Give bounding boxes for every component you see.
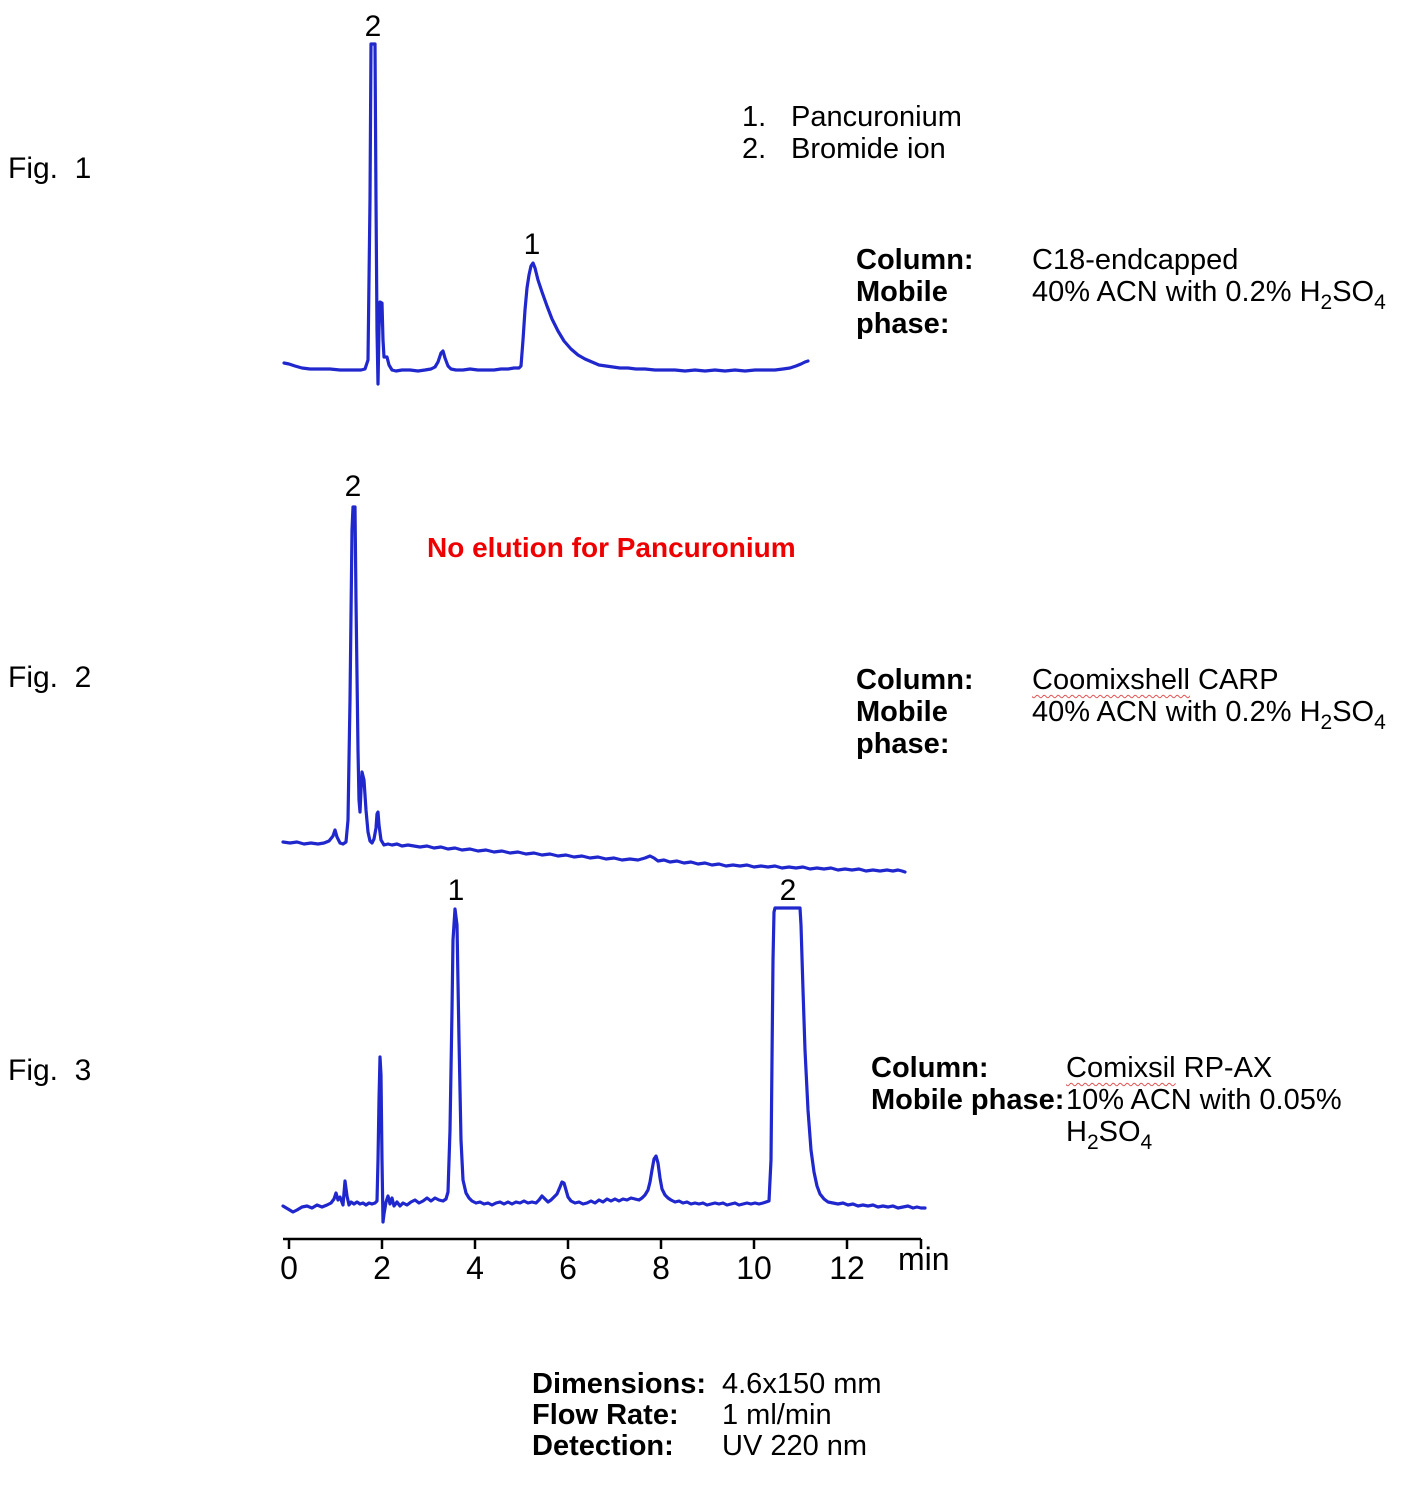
mobile-phase-label: Mobile phase: <box>871 1084 1065 1116</box>
peak-label-fig1-2: 2 <box>364 10 382 43</box>
column-label: Column: <box>856 244 974 276</box>
axis-tick-label-6: 6 <box>559 1250 577 1286</box>
conditions-fig-2: Column: Coomixshell CARP Mobile phase: 4… <box>856 664 1386 760</box>
mobile-phase-value: 40% ACN with 0.2% H2SO4 <box>1032 276 1386 314</box>
column-value: Coomixshell CARP <box>1032 664 1279 696</box>
legend-name: Bromide ion <box>791 133 946 165</box>
axis-unit-label: min <box>898 1241 950 1277</box>
peak-label-fig2-2: 2 <box>344 470 362 503</box>
legend-item-1: 1. Pancuronium <box>742 101 962 133</box>
column-value: Comixsil RP-AX <box>1066 1052 1273 1084</box>
trace-fig-1 <box>282 42 810 386</box>
flow-rate-label: Flow Rate: <box>532 1399 679 1431</box>
legend-name: Pancuronium <box>791 101 962 133</box>
peak-label-fig3-1: 1 <box>447 874 465 907</box>
flow-rate-value: 1 ml/min <box>722 1399 832 1431</box>
dimensions-label: Dimensions: <box>532 1368 707 1400</box>
legend-number: 1. <box>742 101 767 133</box>
column-label: Column: <box>856 664 974 696</box>
axis-tick-label-4: 4 <box>466 1250 484 1286</box>
peak-label-fig1-1: 1 <box>523 228 541 261</box>
dimensions-value: 4.6x150 mm <box>722 1368 882 1400</box>
figure-label-3: Fig. 3 <box>8 1054 92 1087</box>
axis-tick-label-10: 10 <box>736 1250 772 1286</box>
mobile-phase-label: Mobile phase: <box>856 276 950 340</box>
axis-tick-label-2: 2 <box>373 1250 391 1286</box>
figure-label-1: Fig. 1 <box>8 152 92 185</box>
column-label: Column: <box>871 1052 989 1084</box>
peak-legend: 1. Pancuronium 2. Bromide ion <box>742 101 962 165</box>
detection-value: UV 220 nm <box>722 1430 868 1462</box>
axis-tick-label-8: 8 <box>652 1250 670 1286</box>
time-axis <box>283 1237 923 1249</box>
no-elution-annotation: No elution for Pancuronium <box>427 532 796 563</box>
peak-label-fig3-2: 2 <box>779 874 797 907</box>
trace-fig-3 <box>281 906 927 1224</box>
conditions-fig-3: Column: Comixsil RP-AX Mobile phase: 10%… <box>871 1052 1419 1159</box>
detection-label: Detection: <box>532 1430 674 1462</box>
column-value: C18-endcapped <box>1032 244 1239 276</box>
legend-number: 2. <box>742 133 767 165</box>
axis-tick-label-12: 12 <box>829 1250 865 1286</box>
mobile-phase-label: Mobile phase: <box>856 696 950 760</box>
axis-tick-label-0: 0 <box>280 1250 298 1286</box>
conditions-fig-1: Column: C18-endcapped Mobile phase: 40% … <box>856 244 1386 340</box>
method-details: Dimensions: 4.6x150 mm Flow Rate: 1 ml/m… <box>532 1369 882 1462</box>
mobile-phase-value: 40% ACN with 0.2% H2SO4 <box>1032 696 1386 734</box>
trace-fig-2 <box>281 505 907 874</box>
mobile-phase-value: 10% ACN with 0.05% H2SO4 <box>1066 1084 1342 1154</box>
legend-item-2: 2. Bromide ion <box>742 133 962 165</box>
figure-label-2: Fig. 2 <box>8 661 92 694</box>
